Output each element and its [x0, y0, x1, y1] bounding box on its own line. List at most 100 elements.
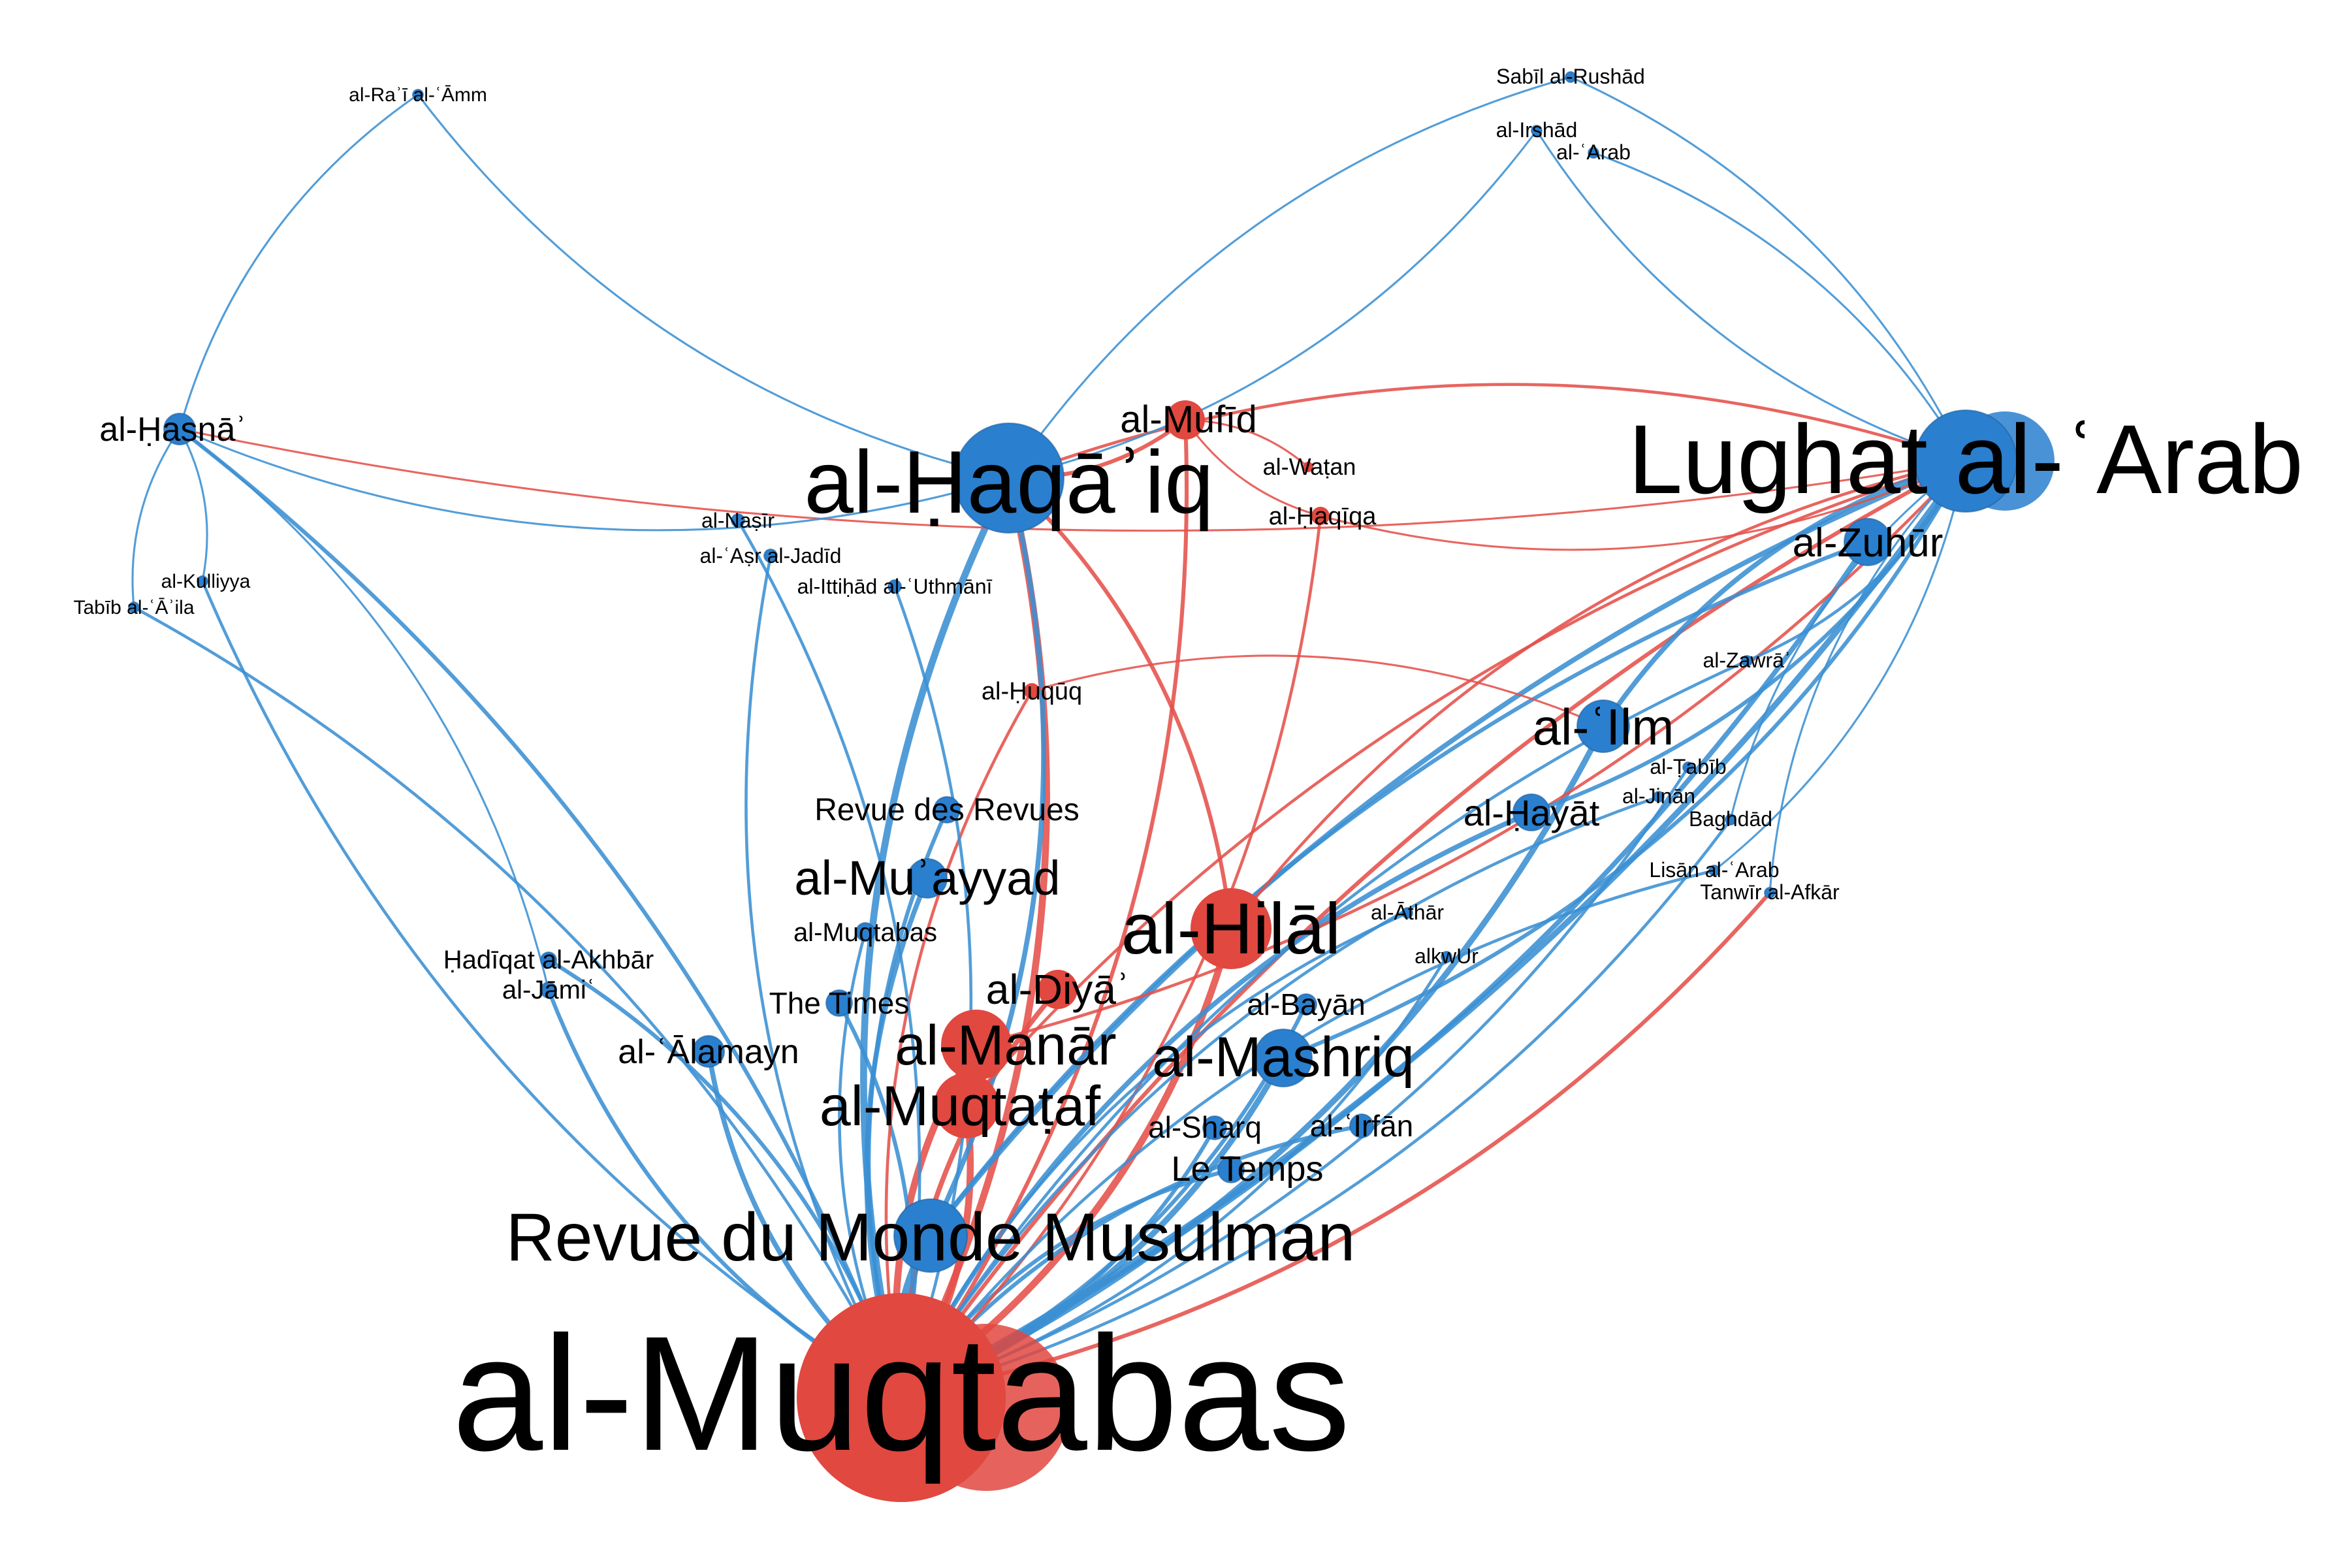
edge-haqaiq-irshad [1008, 130, 1538, 479]
node-diya [1038, 970, 1078, 1009]
node-label-irfan: al-ʿIrfān [1310, 1109, 1413, 1143]
node-muqtataf [934, 1073, 999, 1138]
node-mashriq [1254, 1029, 1313, 1087]
edge-hasna-haqaiq [179, 428, 1010, 532]
node-hadiqat [540, 952, 557, 968]
node-label-arab: al-ʿArab [1556, 140, 1631, 164]
node-label-jinan: al-Jinān [1622, 784, 1695, 808]
edge-muqtabas-asrjadid [744, 555, 903, 1399]
node-label-diya: al-Diyāʾ [986, 966, 1130, 1013]
node-label-watan: al-Waṭan [1263, 453, 1356, 480]
node-label-tabib: al-Ṭabīb [1650, 755, 1726, 778]
edge-muqtabas-jinan [900, 795, 1659, 1399]
node-tabib [1682, 761, 1694, 773]
node-label-haqiqa: al-Ḥaqīqa [1269, 503, 1377, 530]
node-tanwir [1764, 887, 1776, 899]
node-label-jami: al-Jāmiʿ [502, 976, 595, 1004]
node-lisan [1708, 865, 1720, 876]
node-zawra [1741, 655, 1753, 667]
node-label-ilm: al-ʿIlm [1533, 698, 1674, 756]
edge-muqtabas-lughat [899, 459, 1967, 1399]
node-label-revuedesrevues: Revue des Revues [814, 793, 1080, 827]
node-label-muqtabas: al-Muqtabas [452, 1302, 1351, 1484]
node-muqtabas [797, 1293, 1006, 1502]
node-label-hadiqat: Ḥadīqat al-Akhbār [443, 946, 654, 974]
node-arab [1588, 147, 1599, 159]
node-label-hilal: al-Hilāl [1121, 889, 1341, 969]
node-haqiqa [1311, 507, 1330, 525]
edge-haqaiq-sabil [1008, 76, 1571, 479]
node-bayan [1295, 993, 1317, 1016]
node-label-athar: al-Āthār [1371, 901, 1444, 924]
node-haqaiq [953, 423, 1064, 534]
node-ilm [1576, 699, 1630, 753]
nodes-layer [128, 71, 2055, 1502]
edge-huquq-ilm [1031, 654, 1604, 728]
node-alkwur [1441, 951, 1452, 963]
node-label-raiamm: al-Raʾī al-ʿĀmm [349, 84, 487, 106]
node-kulliyya [197, 575, 208, 587]
edge-ilm-lughat [1601, 458, 1967, 728]
node-label-tabib_aila: Tabīb al-ʿĀʾila [73, 597, 194, 618]
edge-hasna-jami [179, 428, 550, 991]
node-irfan [1349, 1113, 1374, 1138]
node-label-sabil: Sabīl al-Rushād [1496, 65, 1645, 88]
edge-muqtabas-tabib_aila [133, 605, 903, 1399]
node-label-mashriq: al-Mashriq [1152, 1026, 1414, 1089]
node-jami [540, 982, 557, 999]
node-label-tanwir: Tanwīr al-Afkār [1700, 880, 1840, 904]
edge-muqtabas-athar [899, 911, 1408, 1399]
node-label-lughat: Lughat al-ʿArab [1628, 404, 2303, 514]
node-label-kulliyya: al-Kulliyya [161, 571, 251, 592]
node-label-muqtabas2: al-Muqtabas [793, 918, 937, 947]
node-sharq [1202, 1115, 1227, 1140]
edge-hasna-kulliyya [178, 428, 208, 582]
node-times [825, 989, 853, 1017]
edge-muqtabas-huquq [884, 690, 1033, 1398]
node-label-alkwur: alkwUr [1415, 944, 1479, 968]
node-huquq [1024, 683, 1040, 699]
edge-muqtabas-mufid [899, 419, 1189, 1399]
node-label-irshad: al-Irshād [1496, 118, 1578, 142]
node-label-mufid: al-Mufīd [1120, 398, 1257, 441]
node-ittihad [888, 579, 902, 594]
node-manar [941, 1010, 1012, 1080]
node-asrjadid [763, 549, 778, 563]
node-label-hayat: al-Ḥayāt [1463, 792, 1600, 833]
edge-lughat-lisan [1714, 460, 1967, 872]
edge-haqiqa-lughat [1320, 460, 1966, 551]
node-sabil [1565, 71, 1576, 83]
edge-hilal-haqaiq [1007, 476, 1234, 929]
edge-muqtabas-ittihad [893, 586, 973, 1398]
edge-hasna-tabib_aila [131, 428, 181, 608]
node-label-ittihad: al-Ittiḥād al-ʿUthmānī [797, 575, 993, 598]
edge-lughat-sabil [1570, 76, 1967, 462]
node-label-times: The Times [769, 986, 910, 1020]
node-tabib_aila [128, 601, 140, 613]
edge-muqtabas-baghdad [901, 818, 1732, 1400]
edge-lughat-irshad [1535, 130, 1966, 462]
node-label-manar: al-Manār [895, 1014, 1116, 1077]
node-label-lisan: Lisān al-ʿArab [1649, 858, 1779, 882]
edge-hilal-lughat [1230, 459, 1966, 930]
node-alamayn [692, 1035, 725, 1068]
edge-muqtabas-kulliyya [200, 581, 903, 1399]
node-label-baghdad: Baghdād [1689, 807, 1772, 831]
node-jinan [1653, 791, 1665, 803]
node-label-haqaiq: al-Ḥaqāʾiq [804, 432, 1213, 532]
edge-lughat-arab [1593, 152, 1967, 462]
node-label-hasna: al-Ḥasnāʾ [99, 411, 246, 449]
node-rmm [893, 1198, 968, 1273]
node-letemps [1217, 1156, 1245, 1183]
node-label-asrjadid: al-ʿAṣr al-Jadīd [700, 544, 842, 568]
node-label-bayan: al-Bayān [1247, 987, 1366, 1021]
node-label-rmm: Revue du Monde Musulman [506, 1200, 1356, 1275]
node-label-huquq: al-Ḥuqūq [982, 678, 1082, 705]
node-label-alamayn: al-ʿĀlamayn [618, 1033, 799, 1071]
node-zuhur [1844, 518, 1892, 566]
node-label-muayyad: al-Muʾayyad [794, 851, 1060, 905]
edge-hasna-raiamm [178, 93, 419, 430]
edge-haqaiq-raiamm [417, 94, 1010, 479]
